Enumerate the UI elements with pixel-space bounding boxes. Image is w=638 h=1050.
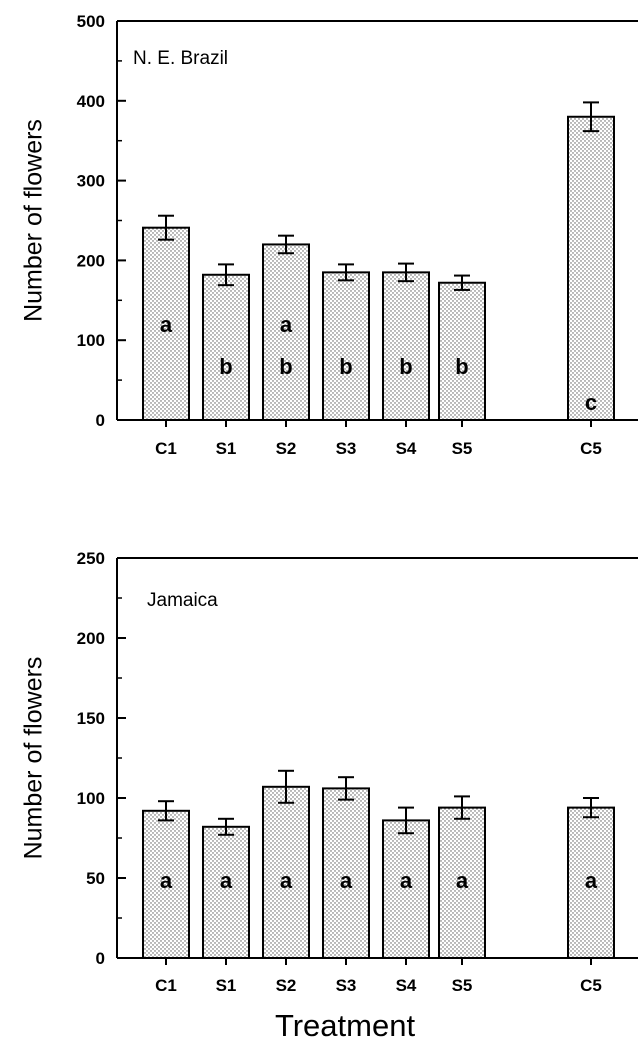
panel2-y-tick-label: 100	[77, 789, 105, 808]
panel1-y-tick-label: 500	[77, 12, 105, 31]
panel2-y-tick-label: 50	[86, 869, 105, 888]
panel2-significance-letter: a	[340, 868, 353, 893]
panel1-significance-letter: b	[219, 354, 232, 379]
panel2-y-tick-label: 200	[77, 629, 105, 648]
panel1-category-label: S5	[452, 439, 473, 458]
panel1-significance-letter: b	[455, 354, 468, 379]
panel2-category-label: S4	[396, 976, 417, 995]
panel1-significance-letter: c	[585, 390, 597, 415]
panel2-y-tick-label: 250	[77, 549, 105, 568]
panel1-bar-S4	[382, 271, 430, 421]
panel1-panel-title: N. E. Brazil	[133, 48, 228, 69]
panel2-significance-letter: a	[220, 868, 233, 893]
panel1-y-tick-label: 300	[77, 172, 105, 191]
panel2-bar-S2	[262, 785, 310, 959]
panel1-category-label: C1	[155, 439, 177, 458]
panel1-significance-letter: b	[339, 354, 352, 379]
panel1-significance-letter: a	[160, 312, 173, 337]
panel2-y-tick-label: 0	[96, 949, 105, 968]
panel1-category-label: S3	[336, 439, 357, 458]
panel2-category-label: S1	[216, 976, 237, 995]
panel1-significance-letter: b	[279, 354, 292, 379]
panel2-significance-letter: a	[585, 868, 598, 893]
panel2-category-label: S5	[452, 976, 473, 995]
panel1-y-axis-title: Number of flowers	[20, 119, 48, 322]
panel2-bar-S5	[438, 806, 486, 959]
panel2-significance-letter: a	[400, 868, 413, 893]
panel2-significance-letter: a	[160, 868, 173, 893]
panel2-bar-C1	[142, 809, 190, 959]
panel2-significance-letter: a	[280, 868, 293, 893]
panel1-y-tick-label: 200	[77, 251, 105, 270]
panel1-bar-S5	[438, 281, 486, 421]
panel1-category-label: S4	[396, 439, 417, 458]
panel2-panel-title: Jamaica	[147, 590, 218, 611]
panel2-significance-letter: a	[456, 868, 469, 893]
panel2-category-label: C5	[580, 976, 602, 995]
panel1-category-label: S1	[216, 439, 237, 458]
panel1-category-label: C5	[580, 439, 602, 458]
panel2-x-axis-title: Treatment	[275, 1008, 416, 1043]
panel2-bar-C5	[567, 806, 615, 959]
panel1-y-tick-label: 400	[77, 92, 105, 111]
panel1-y-tick-label: 0	[96, 411, 105, 430]
panel1-bar-S1	[202, 273, 250, 421]
panel2-category-label: S3	[336, 976, 357, 995]
panel2-y-axis-title: Number of flowers	[20, 657, 48, 860]
panel1-category-label: S2	[276, 439, 297, 458]
panel2-y-tick-label: 150	[77, 709, 105, 728]
panel1-bar-C5	[567, 115, 615, 421]
panel1-significance-letter: b	[399, 354, 412, 379]
panel2-category-label: S2	[276, 976, 297, 995]
panel2-category-label: C1	[155, 976, 177, 995]
panel1-bar-S3	[322, 271, 370, 421]
panel1-significance-letter: a	[280, 312, 293, 337]
panel1-y-tick-label: 100	[77, 331, 105, 350]
